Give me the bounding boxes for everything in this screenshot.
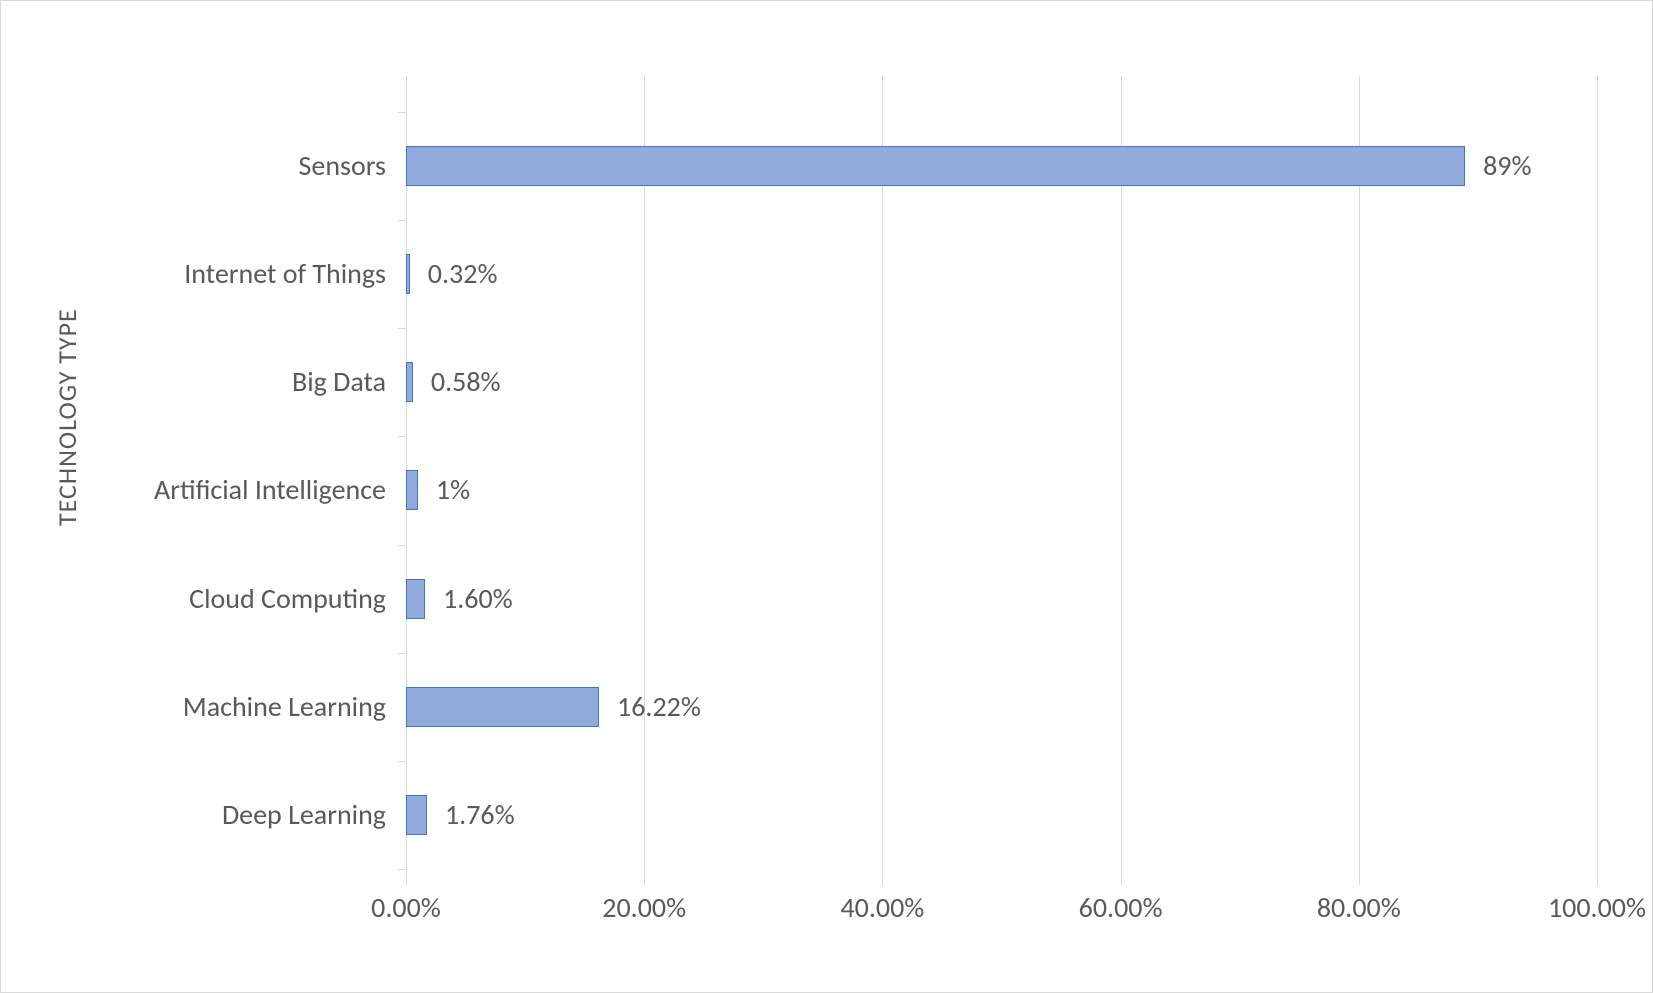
plot-area: 0.00%20.00%40.00%60.00%80.00%100.00%Sens… (406, 76, 1597, 877)
category-label: Machine Learning (183, 689, 386, 724)
x-tick (1597, 877, 1598, 885)
category-label: Internet of Things (184, 256, 386, 291)
gridline (644, 76, 645, 877)
gridline (882, 76, 883, 877)
category-label: Sensors (299, 148, 386, 183)
x-tick-label: 60.00% (1079, 890, 1163, 925)
category-label: Artificial Intelligence (154, 472, 386, 507)
x-tick (1359, 877, 1360, 885)
x-tick-label: 80.00% (1317, 890, 1401, 925)
x-tick-label: 0.00% (371, 890, 441, 925)
gridline (1121, 76, 1122, 877)
y-axis-title: TECHNOLOGY TYPE (51, 287, 83, 547)
category-label: Deep Learning (222, 797, 386, 832)
data-label: 0.58% (431, 364, 501, 399)
data-label: 0.32% (428, 256, 498, 291)
category-label: Big Data (292, 364, 386, 399)
data-label: 16.22% (617, 689, 701, 724)
y-tick (398, 112, 406, 113)
y-tick (398, 220, 406, 221)
bar (406, 687, 599, 727)
gridline (1597, 76, 1598, 877)
gridline (1359, 76, 1360, 877)
data-label: 1% (436, 472, 470, 507)
y-tick (398, 436, 406, 437)
data-label: 1.76% (445, 797, 515, 832)
chart-container: TECHNOLOGY TYPE 0.00%20.00%40.00%60.00%8… (0, 0, 1653, 993)
y-tick (398, 328, 406, 329)
x-tick-label: 40.00% (840, 890, 924, 925)
data-label: 1.60% (443, 581, 513, 616)
data-label: 89% (1483, 148, 1531, 183)
bar (406, 795, 427, 835)
x-tick (1121, 877, 1122, 885)
y-tick (398, 545, 406, 546)
bar (406, 579, 425, 619)
x-tick-label: 20.00% (602, 890, 686, 925)
y-tick (398, 761, 406, 762)
bar (406, 470, 418, 510)
x-tick-label: 100.00% (1548, 890, 1646, 925)
bar (406, 146, 1465, 186)
x-tick (882, 877, 883, 885)
y-tick (398, 869, 406, 870)
x-tick (406, 877, 407, 885)
category-label: Cloud Computing (189, 581, 386, 616)
bar (406, 362, 413, 402)
x-tick (644, 877, 645, 885)
bar (406, 254, 410, 294)
chart-inner: TECHNOLOGY TYPE 0.00%20.00%40.00%60.00%8… (16, 16, 1637, 977)
y-tick (398, 653, 406, 654)
